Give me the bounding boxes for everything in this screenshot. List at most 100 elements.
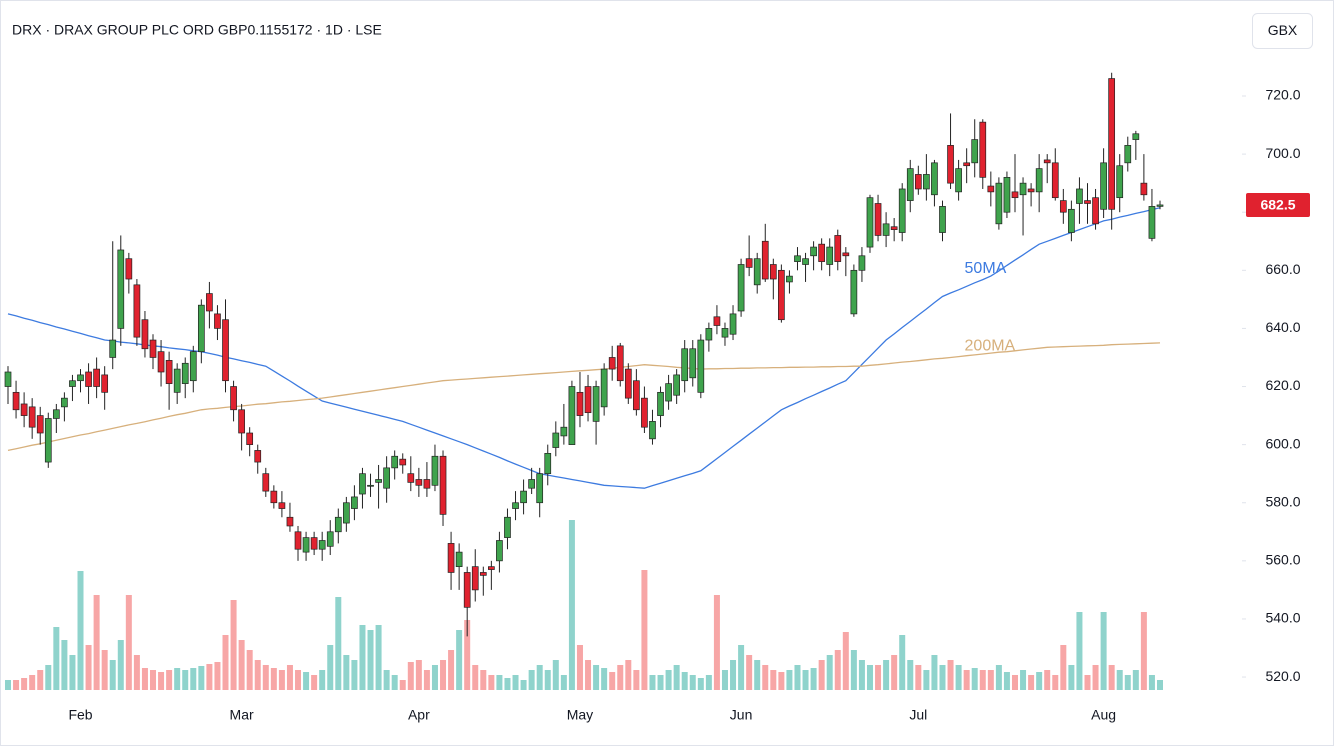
candle-body (633, 380, 640, 411)
volume-bar (979, 670, 986, 690)
candle-body (278, 502, 286, 509)
candle-body (109, 339, 117, 358)
volume-bar (29, 675, 36, 690)
volume-bar (303, 672, 310, 690)
volume-bar (1108, 665, 1115, 690)
volume-bar (770, 670, 777, 690)
volume-bar (383, 670, 390, 690)
candle-body (866, 197, 874, 248)
volume-bar (85, 645, 92, 690)
volume-bar (818, 660, 825, 690)
candle-body (28, 406, 36, 428)
candle-body (496, 540, 503, 562)
volume-bar (641, 570, 648, 690)
candle-body (61, 397, 68, 408)
volume-bar (625, 660, 632, 690)
candle-body (479, 572, 487, 576)
candle-body (898, 188, 906, 233)
volume-bar (697, 678, 704, 690)
candle-body (794, 255, 801, 262)
x-tick-label: Apr (408, 707, 430, 723)
last-price-tag (1246, 192, 1310, 217)
candle-body (721, 328, 729, 338)
volume-bar (1020, 670, 1027, 690)
x-tick-label: Feb (68, 707, 92, 723)
volume-bar (866, 665, 873, 690)
volume-bar (5, 680, 11, 690)
candle-body (4, 371, 12, 387)
volume-bar (633, 670, 640, 690)
candle-body (133, 284, 141, 338)
candle-body (504, 516, 511, 538)
candle-body (391, 455, 399, 469)
candle-body (673, 374, 680, 396)
candle-body (101, 374, 109, 393)
volume-bar (1068, 665, 1075, 690)
volume-bar (1044, 670, 1051, 690)
volume-bar (77, 571, 84, 690)
volume-bar (472, 665, 479, 690)
candle-body (302, 537, 310, 553)
currency-label[interactable]: GBX (1268, 22, 1298, 38)
candle-body (423, 479, 431, 489)
candle-body (729, 313, 737, 335)
volume-bar (593, 665, 600, 690)
volume-bar (270, 668, 277, 690)
volume-bar (198, 666, 205, 690)
volume-bar (1157, 680, 1163, 690)
candle-body (536, 473, 544, 504)
candle-body (947, 145, 954, 184)
volume-bar (802, 670, 809, 690)
candle-body (447, 543, 455, 573)
candle-body (931, 162, 938, 196)
candle-body (173, 368, 181, 393)
volume-bar (528, 670, 535, 690)
volume-bar (560, 675, 567, 690)
currency-button[interactable] (1252, 13, 1313, 49)
candle-body (471, 566, 479, 591)
candle-body (20, 403, 28, 416)
y-tick-label: 640.0 (1265, 319, 1300, 335)
candle-body (600, 368, 608, 408)
volume-bar (423, 670, 430, 690)
candle-body (971, 139, 979, 164)
candle-body (383, 467, 390, 489)
volume-bar (1052, 675, 1059, 690)
candle-body (1035, 168, 1043, 193)
candle-body (995, 182, 1003, 225)
volume-bar (158, 672, 165, 690)
x-tick-label: May (567, 707, 593, 723)
volume-bar (117, 640, 124, 690)
volume-bar (262, 665, 269, 690)
volume-bar (536, 665, 543, 690)
volume-bar (891, 655, 898, 690)
volume-bar (721, 670, 728, 690)
candle-body (576, 391, 584, 416)
volume-layer (5, 520, 1163, 690)
volume-bar (1100, 612, 1107, 690)
volume-bar (278, 670, 285, 690)
volume-bar (907, 660, 914, 690)
x-tick-label: Mar (230, 707, 254, 723)
volume-bar (762, 665, 769, 690)
candle-body (592, 386, 600, 422)
candle-body (778, 269, 785, 321)
candle-body (85, 371, 92, 387)
volume-bar (947, 660, 954, 690)
axis-layer: 520.0 540.0 560.0 580.0 600.0 620.0 640.0 660.0… (68, 87, 1310, 723)
y-tick-label: 580.0 (1265, 493, 1300, 509)
volume-bar (657, 675, 664, 690)
candle-body (906, 168, 914, 201)
volume-bar (826, 655, 833, 690)
x-tick-label: Jun (730, 707, 753, 723)
candle-body (842, 252, 850, 257)
moving-average-label: 50MA (965, 260, 1007, 277)
candle-body (769, 264, 777, 280)
volume-bar (1148, 675, 1155, 690)
volume-bar (1092, 665, 1099, 690)
candle-body (197, 304, 205, 353)
candle-body (987, 185, 995, 193)
candle-body (12, 391, 20, 411)
